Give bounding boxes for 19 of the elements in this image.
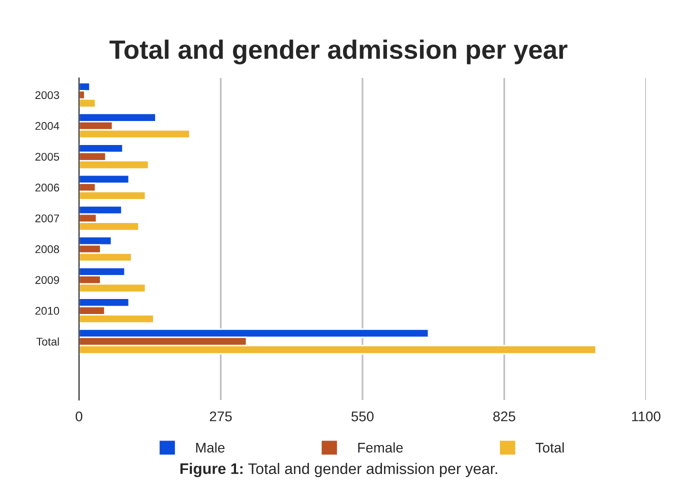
y-tick-label: 2010 — [35, 306, 60, 315]
y-tick-label: 2007 — [35, 214, 59, 222]
y-tick-label: 2009 — [35, 276, 60, 284]
x-tick-label: 550 — [351, 411, 374, 422]
y-tick-label: 2004 — [35, 122, 60, 130]
y-tick-label: 2008 — [35, 245, 60, 254]
y-tick-label: 2003 — [35, 91, 60, 100]
y-tick-label: 2006 — [35, 184, 60, 192]
legend-label: Total — [536, 442, 564, 453]
x-tick-label: 825 — [493, 411, 516, 422]
chart-title: Total and gender admission per year — [110, 40, 568, 64]
legend-label: Female — [358, 442, 403, 453]
y-tick-label: 2005 — [35, 152, 60, 161]
x-tick-label: 0 — [76, 411, 82, 422]
caption: Figure 1: Total and gender admission per year. — [180, 462, 498, 478]
x-tick-label: 275 — [210, 411, 232, 422]
x-tick-label: 1100 — [632, 411, 660, 422]
y-tick-label: Total — [36, 337, 59, 346]
legend-label: Male — [196, 442, 225, 453]
